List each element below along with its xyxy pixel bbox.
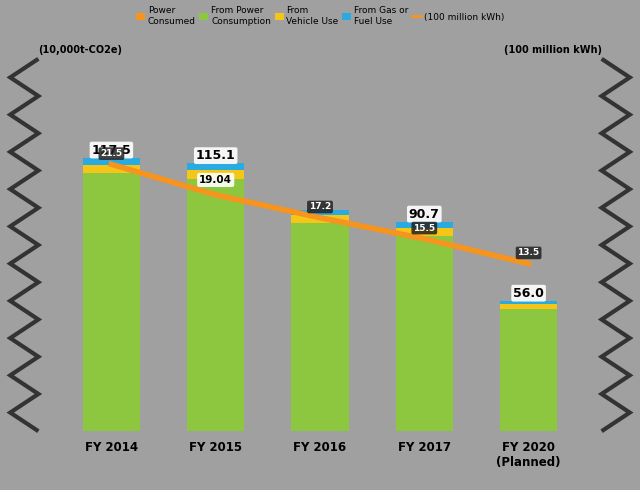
Text: 21.5: 21.5 [100,149,122,158]
Bar [500,309,557,431]
Bar [396,227,453,236]
Text: 115.1: 115.1 [196,149,236,162]
Bar [291,216,349,223]
Text: 15.5: 15.5 [413,223,435,233]
Text: 56.0: 56.0 [513,287,544,300]
Bar [291,210,349,216]
Bar [83,158,140,165]
Legend: Power
Consumed, From Power
Consumption, From
Vehicle Use, From Gas or
Fuel Use, : Power Consumed, From Power Consumption, … [134,4,506,27]
Bar [83,165,140,173]
Bar [291,223,349,431]
Text: 13.5: 13.5 [518,248,540,257]
Text: 19.04: 19.04 [199,175,232,185]
Text: (10,000t-CO2e): (10,000t-CO2e) [38,45,122,55]
Text: 17.2: 17.2 [309,202,331,212]
Text: 90.7: 90.7 [409,208,440,220]
Bar [187,179,244,431]
Bar [187,163,244,170]
Bar [83,173,140,431]
Text: (100 million kWh): (100 million kWh) [504,45,602,55]
Bar [396,236,453,431]
Bar [500,304,557,309]
Bar [500,301,557,304]
Bar [396,221,453,227]
Bar [187,170,244,179]
Text: 117.5: 117.5 [92,144,131,157]
